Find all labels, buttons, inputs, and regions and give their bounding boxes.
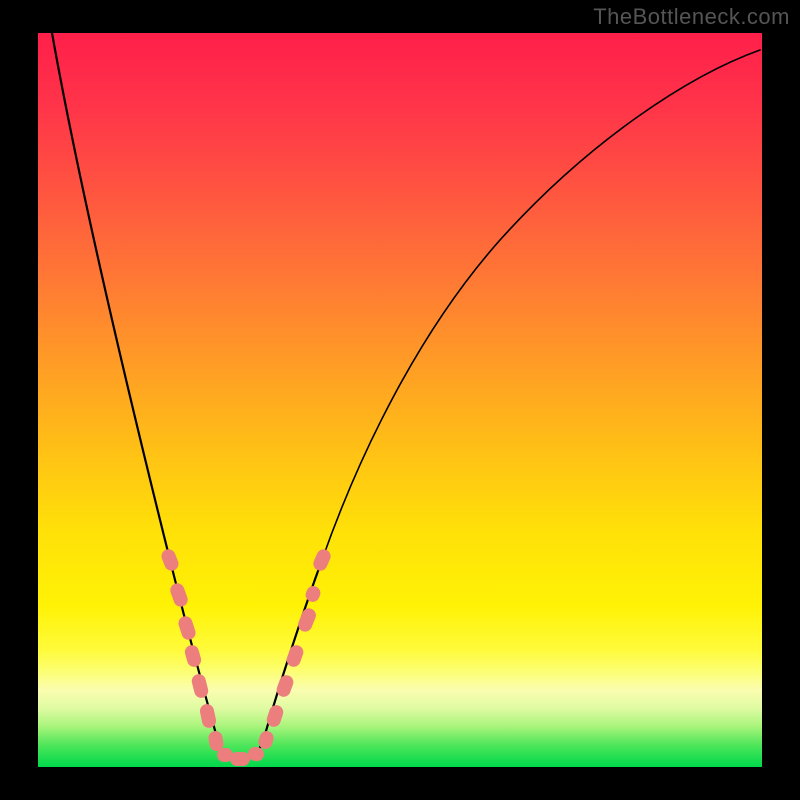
data-marker — [230, 752, 250, 766]
watermark-text: TheBottleneck.com — [593, 4, 790, 30]
bottleneck-curve-chart — [0, 0, 800, 800]
chart-plot-area — [38, 33, 762, 767]
chart-container: TheBottleneck.com — [0, 0, 800, 800]
